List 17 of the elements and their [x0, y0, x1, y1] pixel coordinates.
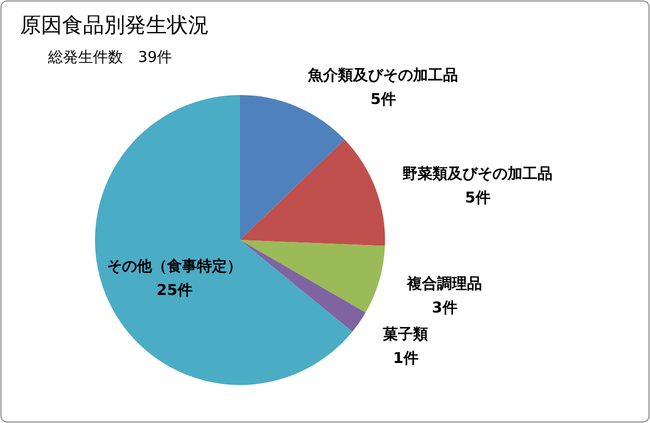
data-label: 25件	[156, 281, 192, 300]
chart-title: 原因食品別発生状況	[20, 13, 209, 37]
slice-label: 複合調理品	[406, 274, 482, 292]
pie-slice	[240, 240, 366, 332]
data-label: 1件	[392, 348, 418, 367]
slice-label: 野菜類及びその加工品	[402, 164, 553, 182]
slice-label: 菓子類	[382, 324, 428, 343]
chart-subtitle: 総発生件数 39件	[47, 48, 172, 66]
pie-slice	[240, 140, 385, 246]
pie-slice	[95, 95, 352, 385]
data-label: 3件	[432, 298, 458, 316]
slice-label: その他（食事特定）	[107, 257, 242, 276]
pie-slice	[240, 95, 345, 240]
slice-label: 魚介類及びその加工品	[307, 66, 458, 84]
pie-slice	[240, 240, 385, 312]
data-label: 5件	[464, 188, 490, 206]
data-label: 5件	[370, 90, 396, 108]
